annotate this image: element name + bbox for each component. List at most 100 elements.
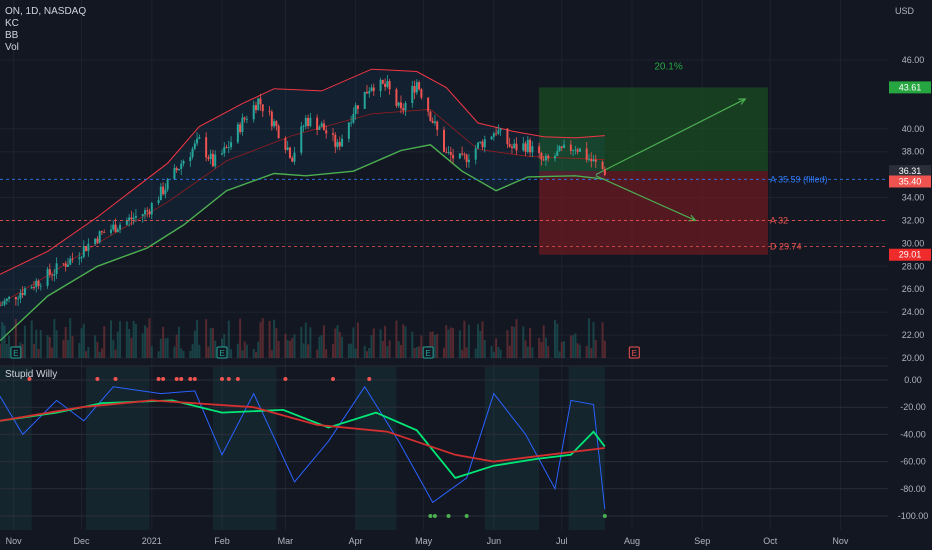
- candle-body: [132, 217, 135, 220]
- candle-body: [458, 153, 461, 159]
- candle-body: [166, 179, 169, 190]
- volume-bar: [524, 340, 527, 358]
- time-tick-label: Aug: [624, 536, 640, 546]
- candle-body: [363, 91, 366, 109]
- levels: A 35.59 (filled) A 32 D 29.74: [0, 174, 888, 251]
- volume-bar: [338, 331, 341, 358]
- volume-bar: [23, 325, 26, 358]
- indicator-vol[interactable]: Vol: [5, 42, 19, 53]
- candle-body: [341, 138, 344, 147]
- oscillator-title[interactable]: Stupid Willy: [5, 369, 58, 380]
- volume-bar: [114, 349, 117, 358]
- time-axis[interactable]: Nov Dec 2021 Feb Mar Apr May Jun Jul Aug Sep Oct Nov: [0, 530, 932, 550]
- trade-box: 20.1%: [539, 61, 768, 255]
- oscillator-top-dot: [192, 377, 197, 381]
- candle-body: [592, 159, 595, 162]
- candle-body: [506, 128, 509, 145]
- volume-bar: [259, 322, 262, 358]
- candle-body: [162, 186, 165, 195]
- candle-body: [404, 103, 407, 111]
- volume-bar: [100, 348, 103, 358]
- oscillator-pane: 0.00 -20.00 -40.00 -60.00 -80.00 -100.00: [0, 367, 928, 530]
- candle-body: [80, 256, 83, 258]
- volume-bar: [560, 342, 563, 358]
- earnings-marker-label: E: [425, 349, 430, 358]
- volume-bar: [490, 345, 493, 358]
- candle-body: [431, 120, 434, 123]
- volume-bar: [53, 319, 56, 358]
- earnings-marker: [216, 346, 228, 359]
- candle-body: [481, 141, 484, 148]
- candle-body: [3, 301, 6, 305]
- candle-body: [48, 269, 51, 275]
- oscillator-series-line: [0, 399, 605, 463]
- indicator-kc[interactable]: KC: [5, 18, 19, 29]
- volume-bar: [492, 351, 495, 358]
- candle-body: [544, 155, 547, 161]
- symbol-line[interactable]: ON, 1D, NASDAQ: [5, 6, 87, 17]
- candle-body: [601, 161, 604, 170]
- candle-body: [372, 87, 375, 92]
- volume-bar: [461, 350, 464, 358]
- volume-bar: [159, 338, 162, 358]
- price-tag-label: 35.40: [899, 176, 922, 186]
- candle-body: [5, 298, 8, 302]
- candle-body: [46, 269, 49, 286]
- candle-body: [98, 231, 101, 243]
- stop-zone: [539, 171, 768, 255]
- volume-bar: [182, 350, 185, 358]
- volume-bar: [465, 347, 468, 358]
- candle-body: [96, 238, 99, 243]
- volume-bar: [214, 340, 217, 358]
- candle-body: [524, 143, 527, 152]
- candle-body: [53, 273, 56, 276]
- volume-bar: [157, 351, 160, 358]
- price-axis[interactable]: 20.00 22.00 24.00 26.00 28.00 30.00 32.00 34.00…: [888, 0, 932, 550]
- candle-body: [300, 126, 303, 153]
- volume-bar: [572, 335, 575, 358]
- candle-body: [492, 133, 495, 137]
- candle-body: [413, 86, 416, 93]
- volume-bar: [189, 351, 192, 358]
- price-tag-label: 29.01: [899, 250, 922, 260]
- oscillator-bottom-dot: [602, 514, 607, 518]
- candle-body: [214, 154, 217, 167]
- candle-body: [62, 263, 65, 265]
- candle-body: [268, 111, 271, 113]
- candle-body: [175, 168, 178, 171]
- candle-body: [381, 79, 384, 84]
- candle-body: [587, 159, 590, 160]
- candle-body: [159, 186, 162, 201]
- volume-bar: [14, 319, 17, 358]
- indicator-bb[interactable]: BB: [5, 30, 19, 41]
- candle-body: [245, 119, 248, 121]
- oscillator-bottom-dot: [446, 514, 451, 518]
- volume-bar: [332, 344, 334, 358]
- oscillator-legend[interactable]: Stupid Willy: [5, 369, 57, 381]
- volume-bar: [522, 326, 525, 358]
- volume-bar: [309, 327, 312, 358]
- volume-bar: [397, 341, 400, 358]
- volume-bar: [547, 346, 550, 358]
- oscillator-top-dot: [226, 377, 231, 381]
- volume-bar: [94, 335, 97, 358]
- candle-body: [531, 146, 534, 153]
- volume-bar: [110, 320, 112, 358]
- candle-body: [243, 117, 246, 120]
- time-tick-label: Apr: [349, 536, 363, 546]
- candle-body: [19, 292, 22, 299]
- oscillator-bottom-dot: [428, 514, 433, 518]
- candle-body: [386, 81, 389, 87]
- volume-bar: [198, 344, 201, 358]
- candle-body: [334, 134, 337, 147]
- volume-bar: [431, 331, 434, 358]
- volume-bar: [243, 341, 246, 358]
- volume-bar: [300, 326, 303, 358]
- volume-bar: [447, 329, 450, 358]
- time-tick-label: Jul: [556, 536, 568, 546]
- candle-body: [590, 159, 593, 162]
- candle-body: [427, 97, 430, 112]
- volume-bar: [284, 333, 287, 358]
- volume-bar: [542, 325, 545, 358]
